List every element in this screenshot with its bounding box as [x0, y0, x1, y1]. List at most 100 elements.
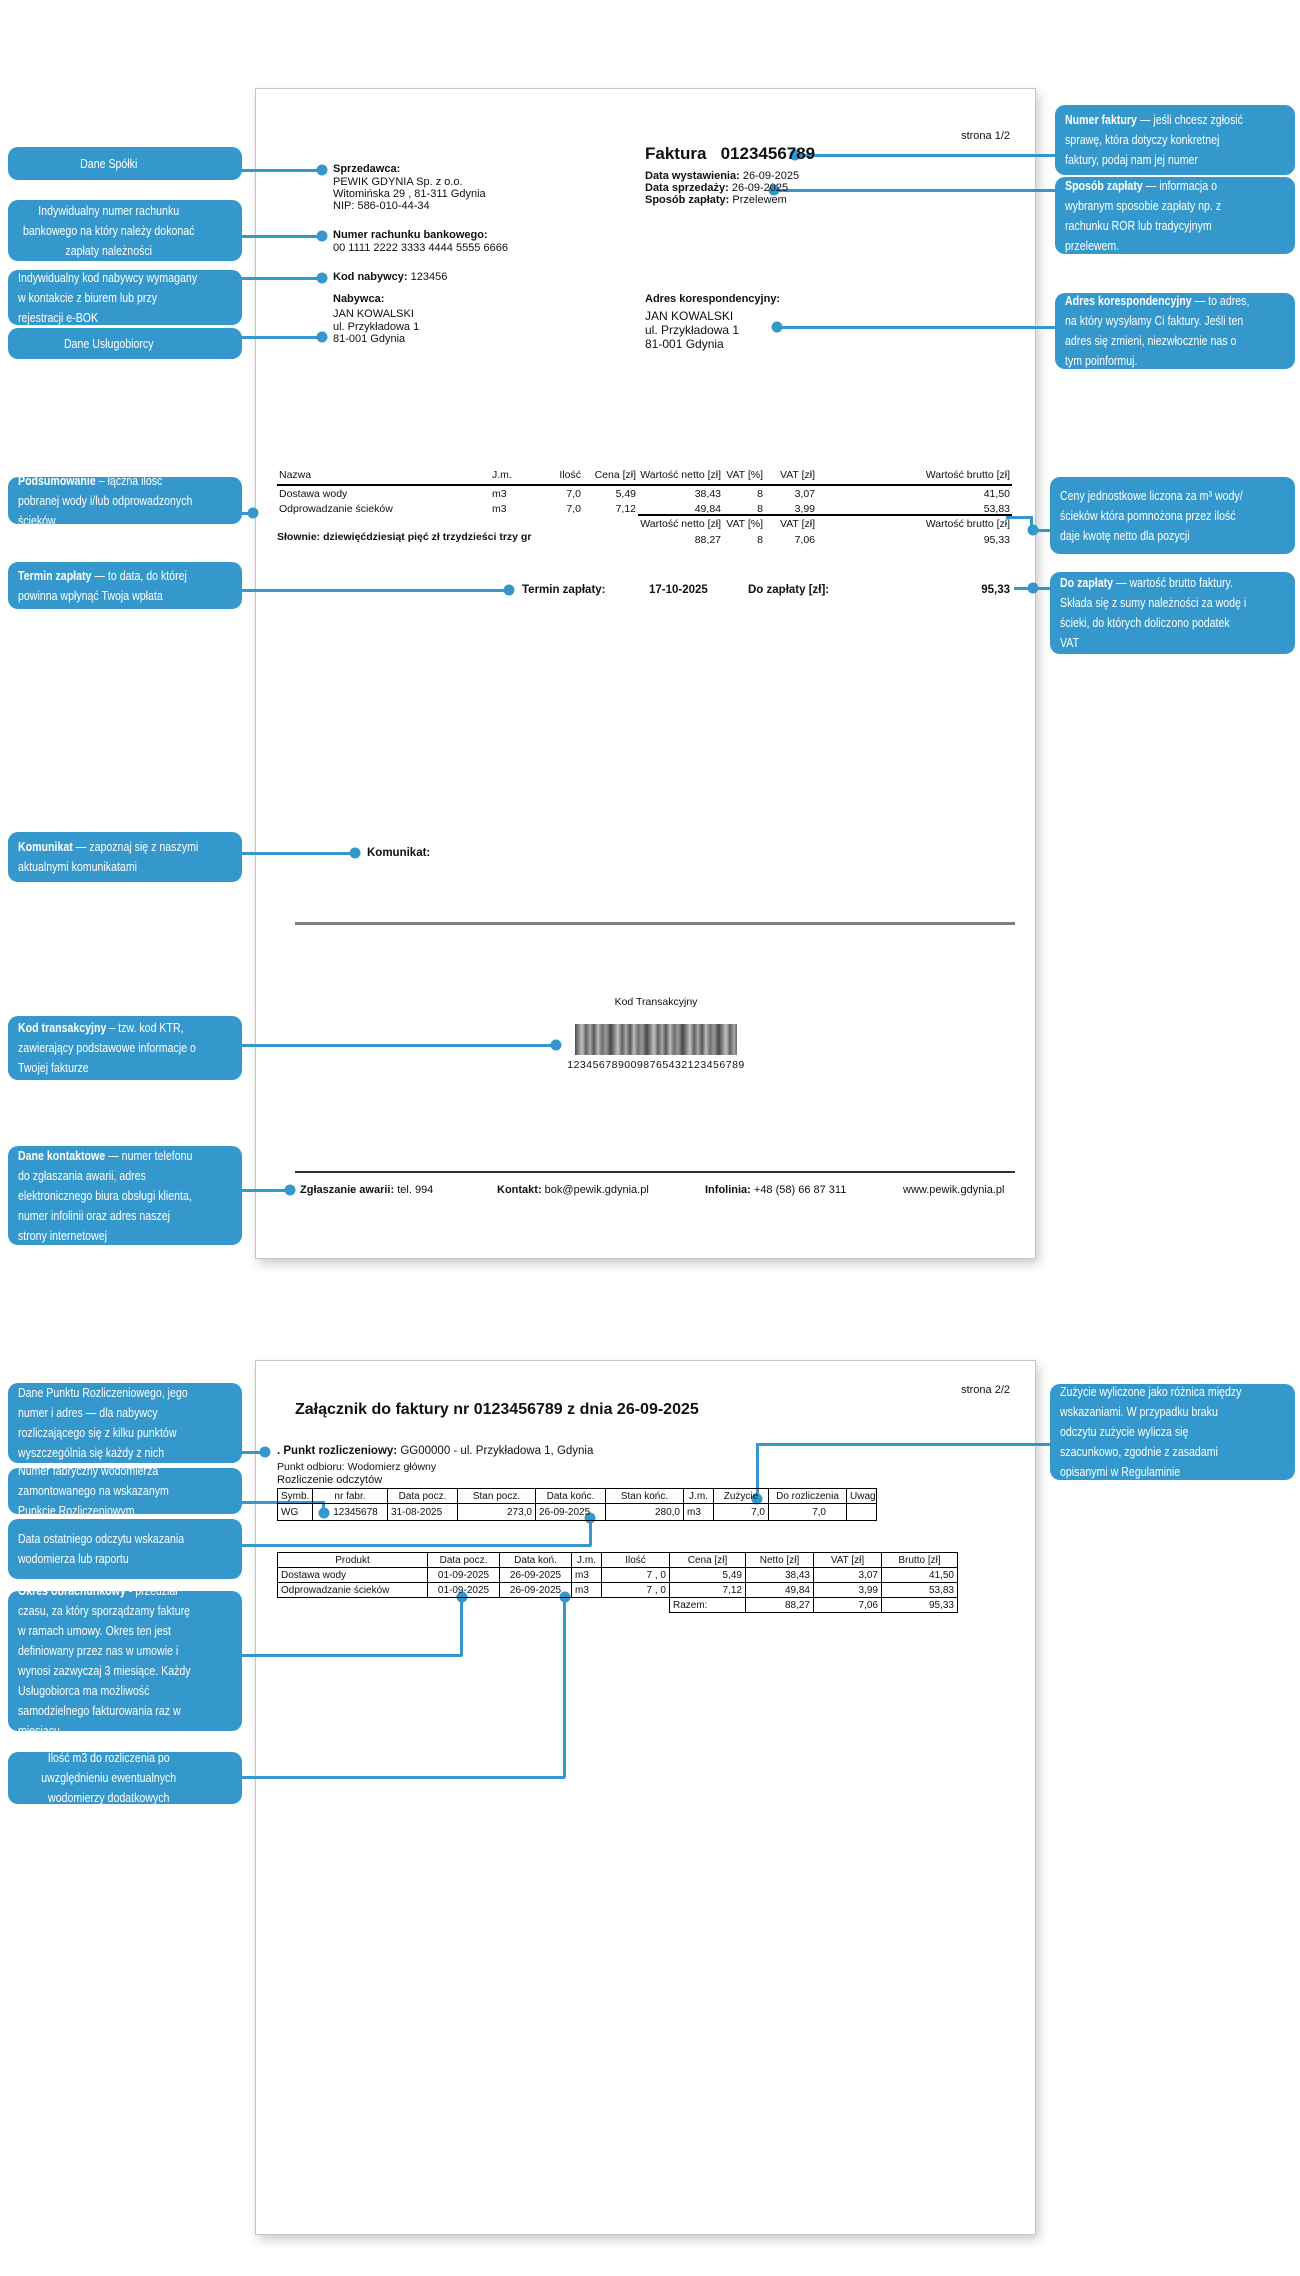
item-gross: 41,50	[983, 488, 1010, 500]
connector-line	[795, 154, 1055, 157]
barcode-title: Kod Transakcyjny	[614, 996, 698, 1008]
col-header: Data koń.	[499, 1552, 572, 1568]
callout-title: Komunikat	[18, 840, 73, 854]
item-vat-pct: 8	[757, 503, 763, 515]
col-header: Symb.	[277, 1488, 313, 1504]
callout-title: Kod transakcyjny	[18, 1021, 107, 1035]
footer-contact: Kontakt: bok@pewik.gdynia.pl	[497, 1184, 649, 1197]
connector-line	[757, 1443, 1050, 1446]
col-header: Brutto [zł]	[881, 1552, 958, 1568]
callout-ceny-jednostkowe: Ceny jednostkowe liczona za m³ wody/ście…	[1050, 477, 1295, 554]
callout-text: — zapoznaj się z naszymi aktualnymi komu…	[18, 840, 199, 874]
connector-line	[240, 235, 322, 238]
readings-title: Rozliczenie odczytów	[277, 1474, 383, 1486]
item-vat: 3,07	[794, 488, 815, 500]
callout-do-zaplaty: Do zapłaty — wartość brutto faktury. Skł…	[1050, 572, 1295, 654]
col-header: Netto [zł]	[745, 1552, 814, 1568]
footer-hotline: Infolinia: +48 (58) 66 87 311	[705, 1184, 846, 1197]
connector-line	[756, 1443, 759, 1497]
start-date: 31-08-2025	[387, 1503, 458, 1521]
summary-values-row: 88,27 8 7,06 95,33	[638, 532, 1012, 548]
gross: 41,50	[881, 1567, 958, 1583]
items-table: Nazwa J.m. Ilość Cena [zł] Wartość netto…	[277, 469, 1012, 516]
mailing-city: 81-001 Gdynia	[645, 337, 724, 351]
callout-text: Indywidualny numer rachunku bankowego na…	[22, 203, 195, 258]
intake-point-line: Punkt odbioru: Wodomierz główny	[277, 1461, 437, 1473]
unit: m3	[571, 1582, 602, 1598]
callout-dane-spolki: Dane Spółki	[8, 147, 242, 180]
connector-line	[240, 589, 509, 592]
start-date: 01-09-2025	[427, 1582, 500, 1598]
callout-title: Sposób zapłaty	[1065, 178, 1143, 193]
end-state: 280,0	[605, 1503, 684, 1521]
connector-line	[240, 1776, 565, 1779]
item-vat-pct: 8	[757, 488, 763, 500]
connector-dot	[789, 149, 801, 161]
callout-punkt-rozliczeniowy: Dane Punktu Rozliczeniowego, jego numer …	[8, 1383, 242, 1463]
col-header: Ilość	[535, 469, 583, 486]
callout-title: Adres korespondencyjny	[1065, 294, 1192, 308]
connector-dot	[503, 584, 515, 596]
connector-line	[240, 1044, 556, 1047]
callout-okres-obrachunkowy: Okres obrachunkowy - przedział czasu, za…	[8, 1584, 242, 1738]
message-label: Komunikat:	[367, 847, 431, 859]
col-header: VAT [zł]	[813, 1552, 882, 1568]
readings-table: Symb. nr fabr. Data pocz. Stan pocz. Dat…	[277, 1488, 877, 1521]
connector-line	[240, 512, 252, 515]
callout-kod-nabywcy: Indywidualny kod nabywcy wymagany w kont…	[8, 270, 242, 325]
item-gross: 53,83	[983, 503, 1010, 515]
summary-col-header: Wartość netto [zł]	[640, 518, 721, 530]
connector-line	[563, 1598, 566, 1778]
product-row: Dostawa wody 01-09-2025 26-09-2025 m3 7 …	[277, 1567, 958, 1583]
item-name: Odprowadzanie ścieków	[279, 503, 393, 515]
item-vat: 3,99	[794, 503, 815, 515]
sale-date-label: Data sprzedaży:	[645, 182, 729, 194]
callout-text: Zużycie wyliczone jako różnica między ws…	[1060, 1385, 1242, 1479]
net: 49,84	[745, 1582, 814, 1598]
col-header: Do rozliczenia	[768, 1488, 847, 1504]
col-header: Stan końc.	[605, 1488, 684, 1504]
callout-sposob-zaplaty: Sposób zapłaty — informacja o wybranym s…	[1055, 177, 1295, 254]
col-header: Produkt	[277, 1552, 428, 1568]
col-header: Uwagi	[846, 1488, 877, 1504]
bank-account-value: 00 1111 2222 3333 4444 5555 6666	[333, 242, 508, 254]
connector-dot	[771, 321, 783, 333]
invoice-title: Faktura 0123456789	[645, 145, 815, 162]
end-date: 26-09-2025	[499, 1567, 572, 1583]
buyer-label: Nabywca:	[333, 293, 385, 305]
item-net: 49,84	[694, 503, 721, 515]
callout-text: — to adres, na który wysyłamy Ci faktury…	[1065, 294, 1250, 368]
callout-text: Dane Usługobiorcy	[63, 336, 154, 351]
item-price: 5,49	[615, 488, 636, 500]
connector-dot	[316, 164, 328, 176]
price: 5,49	[669, 1567, 746, 1583]
col-header: Wartość netto [zł]	[638, 469, 723, 486]
callout-dane-kontaktowe: Dane kontaktowe — numer telefonu do zgła…	[8, 1146, 242, 1245]
connector-dot	[316, 272, 328, 284]
connector-line	[240, 1654, 462, 1657]
products-header-row: Produkt Data pocz. Data koń. J.m. Ilość …	[277, 1552, 958, 1568]
contact-email: bok@pewik.gdynia.pl	[544, 1184, 649, 1196]
due-date-label: Termin zapłaty:	[522, 584, 606, 596]
callout-numer-fabryczny: Numer fabryczny wodomierza zamontowanego…	[8, 1464, 242, 1518]
item-name: Dostawa wody	[279, 488, 348, 500]
total-vat: 7,06	[813, 1597, 882, 1613]
col-header: Data końc.	[535, 1488, 606, 1504]
payment-method-value: Przelewem	[732, 194, 787, 206]
barcode	[575, 1024, 737, 1055]
item-net: 38,43	[694, 488, 721, 500]
callout-title: Do zapłaty	[1060, 576, 1114, 590]
col-header: Zużycie	[713, 1488, 769, 1504]
gross: 53,83	[881, 1582, 958, 1598]
callout-text: – łączna ilość pobranej wody i/lub odpro…	[18, 473, 193, 528]
settlement-point-row: . Punkt rozliczeniowy: GG00000 - ul. Prz…	[277, 1445, 593, 1458]
col-header: J.m.	[683, 1488, 714, 1504]
buyer-name: JAN KOWALSKI	[333, 308, 414, 320]
callout-termin-zaplaty: Termin zapłaty — to data, do której powi…	[8, 562, 242, 609]
due-date-value: 17-10-2025	[649, 584, 708, 596]
end-date: 26-09-2025	[535, 1503, 606, 1521]
seller-address: Witomińska 29 , 81-311 Gdynia	[333, 188, 486, 200]
connector-line	[1032, 529, 1050, 532]
fault-label: Zgłaszanie awarii:	[300, 1184, 395, 1196]
col-header: J.m.	[490, 469, 535, 486]
